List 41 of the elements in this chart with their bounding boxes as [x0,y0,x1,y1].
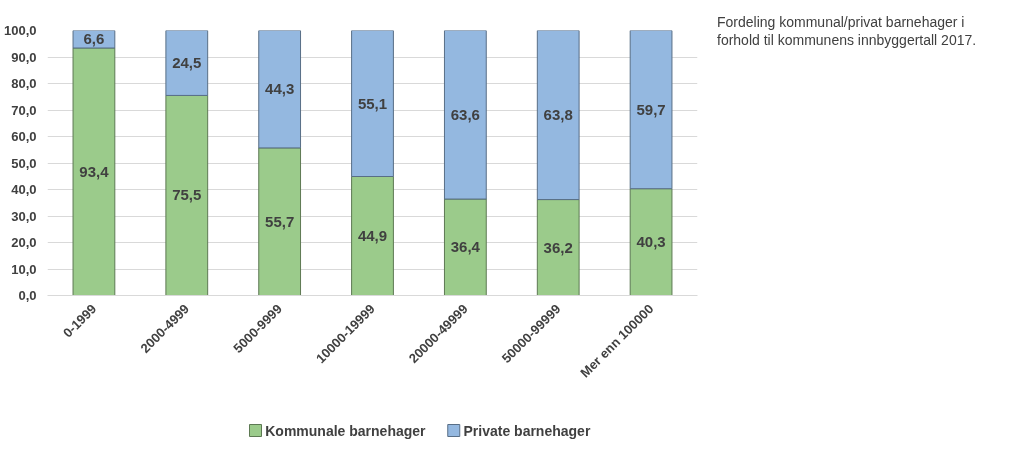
y-tick-label: 80,0 [11,76,37,91]
data-label: 40,3 [636,233,666,251]
bar [536,30,580,201]
bar [351,30,394,178]
y-tick-label: 10,0 [11,261,37,277]
data-label: 63,8 [543,106,573,124]
data-label: 63,6 [450,105,480,123]
y-tick-label: 50,0 [11,155,37,171]
bar [629,30,673,190]
bar [536,199,580,296]
bar [258,147,302,296]
y-tick-label: 70,0 [11,102,37,118]
y-tick-label: 20,0 [11,235,37,250]
data-label: 93,4 [79,162,110,180]
bar [629,188,673,296]
y-tick-label: 0,0 [18,288,37,303]
bar [443,198,487,296]
y-tick-label: 90,0 [11,49,37,65]
y-tick-label: 30,0 [11,208,37,224]
data-label: 36,4 [450,238,481,256]
legend-label: Private barnehager [463,422,591,439]
data-label: 55,1 [357,94,388,112]
data-label: 59,7 [636,100,666,118]
bar [443,30,487,200]
data-label: 44,9 [357,227,388,245]
data-label: 44,3 [265,80,295,98]
bar [351,176,394,296]
bar [165,30,209,96]
data-label: 24,5 [172,53,202,71]
data-label: 6,6 [83,30,105,48]
bar [258,30,302,149]
text: Fordeling kommunal/privat barnehager i forhold til kommunens innbyggertall 2017. [717,13,978,50]
bar [72,47,116,296]
y-tick-label: 100,0 [3,23,37,38]
y-tick-label: 40,0 [11,182,37,197]
data-label: 55,7 [265,212,295,230]
data-label: 36,2 [543,238,573,256]
data-label: 75,5 [172,186,202,204]
legend-label: Kommunale barnehager [265,422,427,439]
bar [165,94,209,296]
y-tick-label: 60,0 [11,129,37,144]
